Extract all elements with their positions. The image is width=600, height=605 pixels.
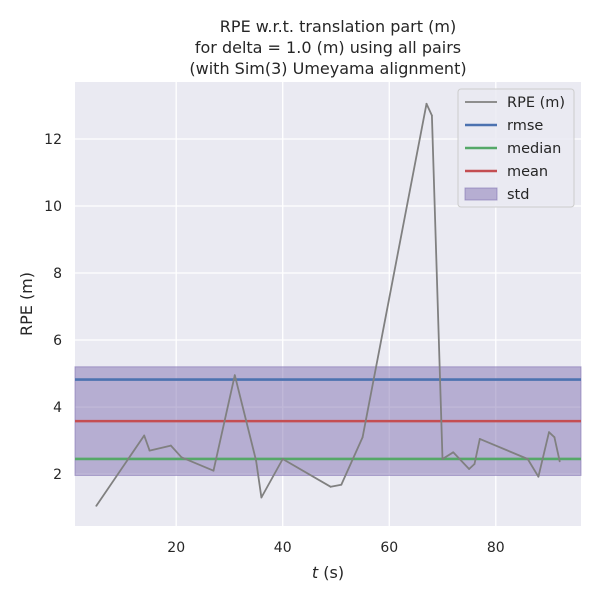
- data-point: [180, 456, 183, 459]
- y-tick-label: 2: [53, 467, 62, 483]
- x-axis-label-unit: (s): [318, 563, 344, 582]
- chart-title-line-1: RPE w.r.t. translation part (m): [220, 17, 456, 36]
- data-point: [425, 102, 428, 105]
- data-point: [340, 483, 343, 486]
- data-point: [212, 469, 215, 472]
- data-point: [169, 444, 172, 447]
- legend-label-series-0: RPE (m): [507, 95, 565, 111]
- x-tick-label: 80: [487, 540, 505, 556]
- data-point: [558, 460, 561, 463]
- legend-label-median: median: [507, 141, 561, 157]
- y-tick-label: 10: [44, 199, 62, 215]
- data-point: [329, 485, 332, 488]
- data-point: [441, 458, 444, 460]
- x-tick-label: 40: [274, 540, 292, 556]
- data-point: [526, 458, 529, 460]
- data-point: [255, 459, 257, 462]
- data-point: [537, 475, 540, 478]
- x-axis-label: t (s): [312, 563, 344, 582]
- data-point: [553, 436, 556, 439]
- x-tick-label: 60: [380, 540, 398, 556]
- data-point: [361, 436, 364, 439]
- legend-label-rmse: rmse: [507, 118, 543, 134]
- data-point: [548, 431, 550, 434]
- legend-label-std: std: [507, 187, 529, 203]
- y-tick-label: 12: [44, 132, 62, 148]
- data-point: [473, 463, 476, 465]
- data-point: [468, 468, 471, 470]
- y-axis-label: RPE (m): [17, 272, 36, 336]
- legend-label-mean: mean: [507, 164, 548, 180]
- data-point: [452, 451, 455, 454]
- legend-swatch-std: [464, 187, 498, 201]
- x-tick-label: 20: [167, 540, 185, 556]
- data-point: [260, 496, 263, 499]
- data-point: [478, 437, 481, 440]
- legend-box: [457, 88, 575, 208]
- x-axis-label-variable: t: [312, 563, 319, 582]
- data-point: [95, 504, 98, 507]
- y-tick-label: 6: [53, 333, 62, 349]
- chart-title-line-2: for delta = 1.0 (m) using all pairs: [195, 38, 461, 57]
- chart-title-line-3: (with Sim(3) Umeyama alignment): [189, 59, 466, 78]
- data-point: [143, 434, 146, 437]
- data-point: [430, 114, 433, 117]
- data-point: [148, 449, 151, 452]
- data-point: [233, 374, 236, 377]
- y-tick-label: 8: [53, 266, 62, 282]
- y-tick-label: 4: [53, 400, 62, 416]
- data-point: [281, 458, 284, 460]
